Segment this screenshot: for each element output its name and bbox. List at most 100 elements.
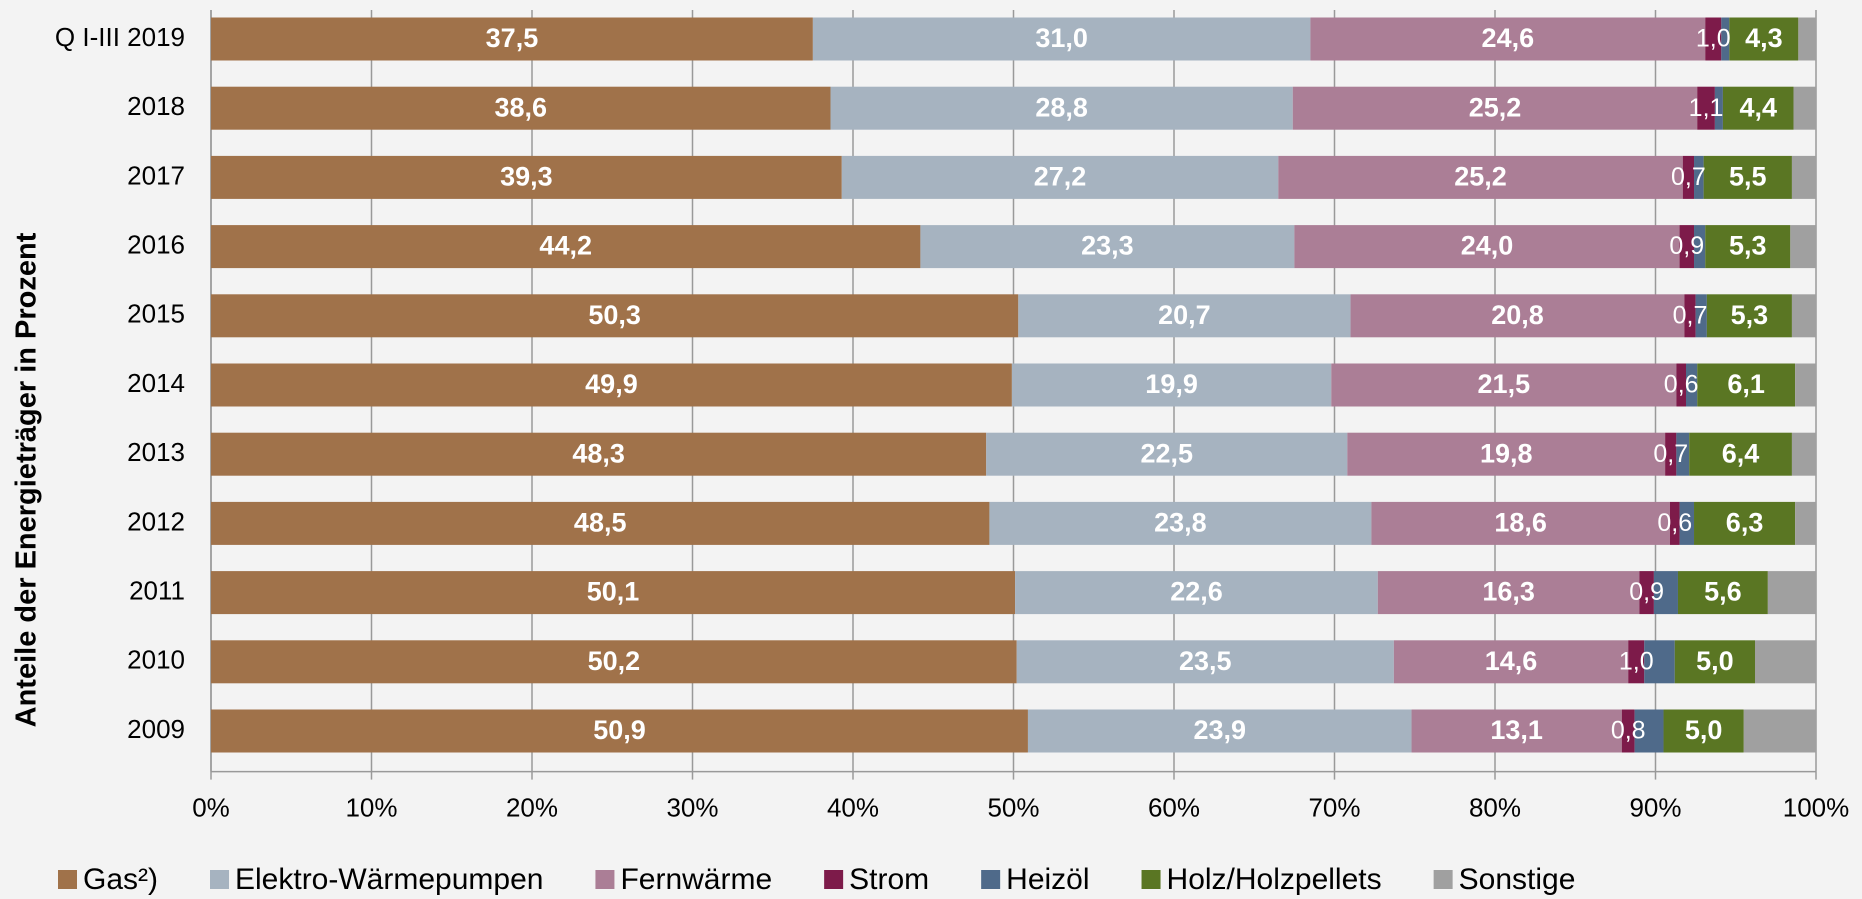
bar-segment xyxy=(1676,363,1686,407)
y-tick-label: Q I-III 2019 xyxy=(55,22,185,52)
data-label: 0,9 xyxy=(1669,232,1704,260)
data-label: 37,5 xyxy=(486,23,539,53)
bar-segment xyxy=(1679,501,1695,545)
legend-label: Fernwärme xyxy=(620,863,772,896)
data-label: 18,6 xyxy=(1494,508,1547,538)
legend-swatch xyxy=(1433,870,1453,889)
data-label: 19,8 xyxy=(1480,438,1533,468)
y-tick-label: 2018 xyxy=(127,91,185,121)
data-label: 23,9 xyxy=(1193,715,1246,745)
data-label: 19,9 xyxy=(1145,369,1198,399)
bar-segment xyxy=(211,640,1017,684)
bar-segment xyxy=(1294,225,1680,269)
data-label: 48,3 xyxy=(572,438,625,468)
data-label: 50,2 xyxy=(588,646,641,676)
legend-swatch xyxy=(210,870,229,889)
bar-segment xyxy=(1767,571,1816,615)
data-label: 24,6 xyxy=(1482,23,1535,53)
bar-segment xyxy=(211,501,990,545)
x-tick-label: 80% xyxy=(1469,792,1521,822)
data-label: 38,6 xyxy=(494,92,547,122)
data-label: 5,5 xyxy=(1729,162,1767,192)
data-label: 31,0 xyxy=(1035,23,1088,53)
data-label: 13,1 xyxy=(1490,715,1543,745)
bar-segment xyxy=(1706,294,1792,338)
data-label: 5,0 xyxy=(1685,715,1723,745)
data-label: 0,7 xyxy=(1653,440,1688,468)
bar-segment xyxy=(841,155,1279,199)
bar-segment xyxy=(1278,155,1683,199)
bar-segment xyxy=(1755,640,1816,684)
x-tick-label: 60% xyxy=(1148,792,1200,822)
x-tick-label: 100% xyxy=(1783,792,1850,822)
bar-segment xyxy=(211,225,921,269)
data-label: 20,8 xyxy=(1491,300,1544,330)
data-label: 44,2 xyxy=(539,231,592,261)
data-label: 27,2 xyxy=(1034,162,1087,192)
data-label: 0,9 xyxy=(1629,578,1664,606)
bar-segment xyxy=(1791,155,1816,199)
bar-segment xyxy=(1795,501,1816,545)
bar-segment xyxy=(1393,640,1629,684)
data-label: 1,0 xyxy=(1696,25,1731,53)
bar-segment xyxy=(211,86,831,130)
data-label: 25,2 xyxy=(1469,92,1522,122)
bar-segment xyxy=(1795,363,1816,407)
data-label: 14,6 xyxy=(1485,646,1538,676)
data-label: 50,9 xyxy=(593,715,646,745)
bar-segment xyxy=(1015,571,1378,615)
bar-segment xyxy=(830,86,1293,130)
bar-segment xyxy=(211,17,813,61)
bar-segment xyxy=(1721,17,1730,61)
x-tick-label: 90% xyxy=(1629,792,1681,822)
bar-segment xyxy=(1411,709,1622,753)
legend-label: Strom xyxy=(849,863,929,896)
bar-segment xyxy=(1682,155,1695,199)
bar-segment xyxy=(1377,571,1640,615)
data-label: 49,9 xyxy=(585,369,638,399)
bar-segment xyxy=(1665,432,1677,476)
bar-segment xyxy=(211,709,1028,753)
bar-segment xyxy=(1653,571,1678,615)
bar-segment xyxy=(211,432,987,476)
legend-label: Heizöl xyxy=(1006,863,1089,896)
bar-segment xyxy=(1793,86,1816,130)
bar-segment xyxy=(1628,640,1645,684)
data-label: 0,6 xyxy=(1657,509,1692,537)
data-label: 4,3 xyxy=(1745,23,1783,53)
bar-segment xyxy=(1791,294,1816,338)
legend-swatch xyxy=(595,870,615,889)
data-label: 1,0 xyxy=(1619,647,1654,675)
data-label: 5,0 xyxy=(1696,646,1734,676)
data-label: 4,4 xyxy=(1739,92,1777,122)
bar-segment xyxy=(1685,363,1698,407)
bar-segment xyxy=(1798,17,1816,61)
x-tick-label: 30% xyxy=(666,792,718,822)
bar-segment xyxy=(211,363,1012,407)
data-label: 48,5 xyxy=(574,508,627,538)
bar-segment xyxy=(1714,86,1723,130)
y-tick-label: 2012 xyxy=(127,506,185,536)
bar-segment xyxy=(986,432,1348,476)
bar-segment xyxy=(1684,294,1696,338)
data-label: 20,7 xyxy=(1158,300,1211,330)
data-label: 39,3 xyxy=(500,162,553,192)
bar-segment xyxy=(1639,571,1654,615)
bar-segment xyxy=(1694,225,1706,269)
x-tick-label: 10% xyxy=(345,792,397,822)
y-tick-label: 2017 xyxy=(127,160,185,190)
data-label: 24,0 xyxy=(1461,231,1514,261)
bar-segment xyxy=(1644,640,1675,684)
bar-segment xyxy=(1016,640,1394,684)
bar-segment xyxy=(1695,294,1707,338)
data-label: 5,3 xyxy=(1729,231,1767,261)
x-tick-label: 70% xyxy=(1308,792,1360,822)
bar-segment xyxy=(1027,709,1412,753)
data-label: 0,6 xyxy=(1664,371,1699,399)
data-label: 23,3 xyxy=(1081,231,1134,261)
bar-segment xyxy=(1347,432,1666,476)
bar-segment xyxy=(1697,86,1715,130)
data-label: 0,7 xyxy=(1671,163,1706,191)
bar-segment xyxy=(1310,17,1706,61)
data-label: 23,8 xyxy=(1154,508,1207,538)
